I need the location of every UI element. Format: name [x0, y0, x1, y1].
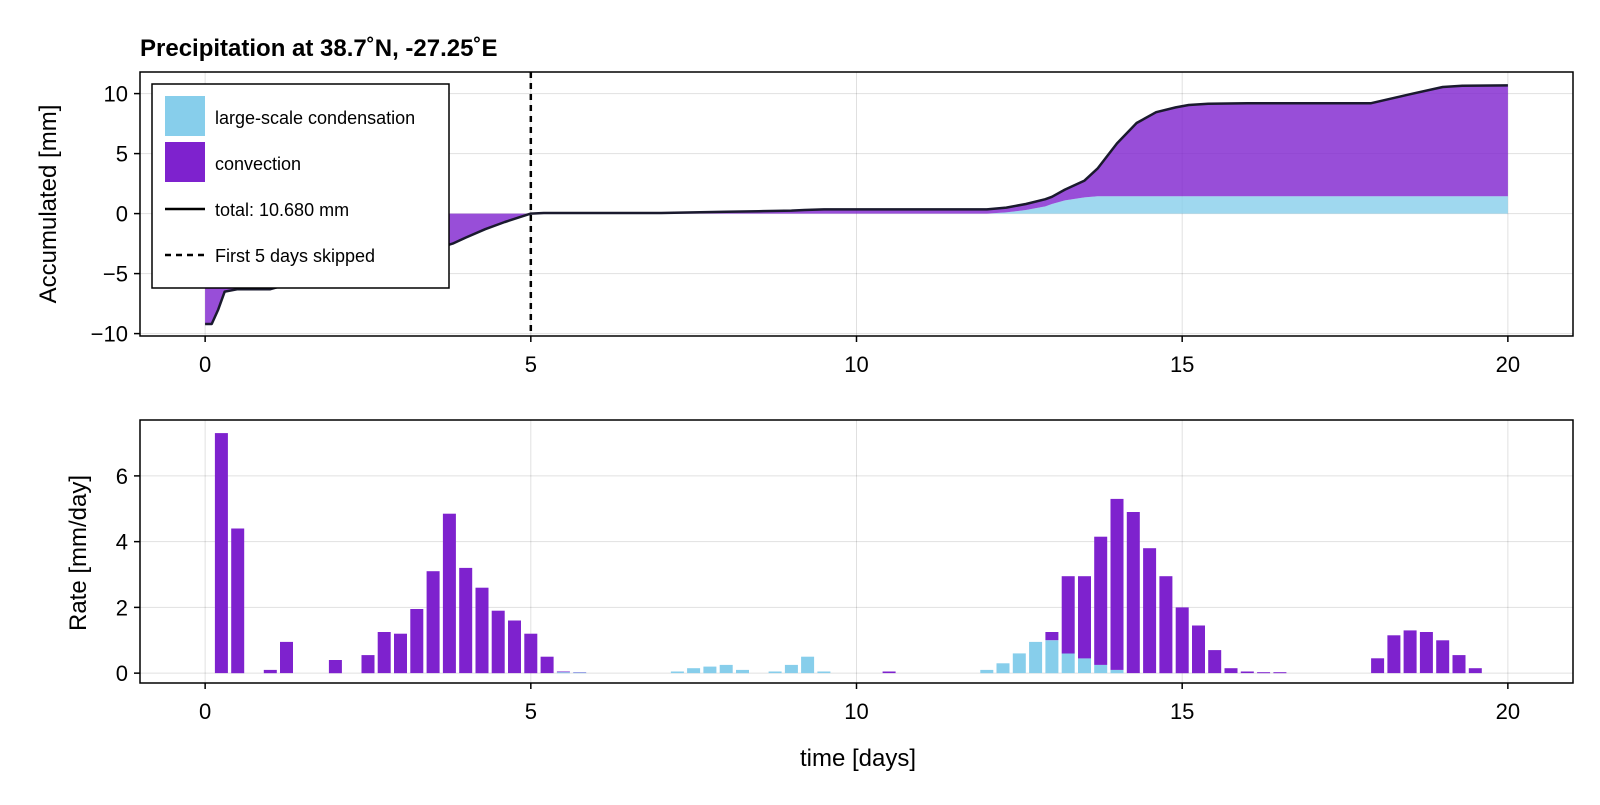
top-y-tick-label: −5	[103, 262, 128, 287]
bottom-y-axis-label: Rate [mm/day]	[65, 475, 92, 631]
bar-large-scale	[1029, 642, 1042, 673]
bar-convection	[1469, 668, 1482, 673]
bar-convection	[1225, 668, 1238, 673]
bar-convection	[1257, 672, 1270, 673]
bar-convection	[443, 514, 456, 673]
bottom-x-tick-label: 15	[1170, 699, 1194, 724]
top-x-tick-label: 20	[1496, 352, 1520, 377]
bar-large-scale	[1111, 670, 1124, 673]
top-x-tick-label: 10	[844, 352, 868, 377]
bar-convection	[883, 672, 896, 674]
bar-convection	[1078, 576, 1091, 658]
bar-large-scale	[980, 670, 993, 673]
top-x-tick-label: 5	[525, 352, 537, 377]
bottom-x-tick-label: 5	[525, 699, 537, 724]
bar-convection	[557, 672, 570, 673]
bar-convection	[1241, 672, 1254, 674]
bottom-x-tick-label: 0	[199, 699, 211, 724]
bar-large-scale	[785, 665, 798, 673]
legend-label-large-scale: large-scale condensation	[215, 108, 415, 128]
bar-convection	[280, 642, 293, 673]
bottom-y-tick-label: 4	[116, 530, 128, 555]
bar-convection	[541, 657, 554, 673]
bar-convection	[1127, 512, 1140, 673]
bar-convection	[1436, 640, 1449, 673]
bar-convection	[476, 588, 489, 674]
legend-swatch-large-scale	[165, 96, 205, 136]
top-y-axis-label: Accumulated [mm]	[35, 105, 62, 304]
bar-large-scale	[736, 670, 749, 673]
bar-large-scale	[1094, 665, 1107, 673]
bar-convection	[1159, 576, 1172, 673]
bar-large-scale	[997, 663, 1010, 673]
legend-label-total: total: 10.680 mm	[215, 200, 349, 220]
bar-convection	[427, 571, 440, 673]
bottom-rate-plot: 0 5 10 15 20 0 2 4 6	[116, 420, 1573, 724]
bar-convection	[492, 611, 505, 674]
top-y-tick-label: 5	[116, 142, 128, 167]
bottom-x-tick-label: 10	[844, 699, 868, 724]
bar-large-scale	[687, 668, 700, 673]
bar-convection	[1192, 626, 1205, 674]
bottom-y-tick-label: 6	[116, 464, 128, 489]
bar-convection	[1371, 658, 1384, 673]
bottom-y-tick-label: 0	[116, 661, 128, 686]
top-y-tick-label: −10	[91, 322, 128, 347]
bar-convection	[1208, 650, 1221, 673]
bottom-x-tick-label: 20	[1496, 699, 1520, 724]
bar-convection	[215, 433, 228, 673]
legend: large-scale condensation convection tota…	[152, 84, 449, 288]
legend-label-skipped: First 5 days skipped	[215, 246, 375, 266]
bar-large-scale	[720, 665, 733, 673]
top-x-tick-label: 0	[199, 352, 211, 377]
bar-convection	[329, 660, 342, 673]
bar-convection	[394, 634, 407, 674]
bar-large-scale	[769, 672, 782, 674]
bar-convection	[410, 609, 423, 673]
top-chart-title: Precipitation at 38.7˚N, -27.25˚E	[140, 35, 497, 62]
legend-swatch-convection	[165, 142, 205, 182]
top-y-tick-label: 10	[104, 82, 128, 107]
bar-large-scale	[1062, 653, 1075, 673]
bar-convection	[231, 529, 244, 674]
bar-large-scale	[801, 657, 814, 673]
bar-convection	[459, 568, 472, 673]
bar-convection	[508, 621, 521, 674]
bar-convection	[1094, 537, 1107, 665]
bar-convection	[1273, 672, 1286, 673]
bar-convection	[378, 632, 391, 673]
legend-label-convection: convection	[215, 154, 301, 174]
x-axis-label: time [days]	[800, 745, 916, 772]
bar-convection	[362, 655, 375, 673]
bar-convection	[1062, 576, 1075, 653]
bar-convection	[524, 634, 537, 674]
bar-convection	[1404, 630, 1417, 673]
bar-large-scale	[1045, 640, 1058, 673]
bar-large-scale	[1078, 658, 1091, 673]
bar-convection	[1045, 632, 1058, 640]
bar-convection	[1387, 635, 1400, 673]
bar-large-scale	[817, 672, 830, 674]
top-y-tick-label: 0	[116, 202, 128, 227]
bar-large-scale	[573, 673, 586, 674]
bar-convection	[1143, 548, 1156, 673]
bar-convection	[264, 670, 277, 673]
bar-large-scale	[671, 672, 684, 674]
bar-convection	[1176, 607, 1189, 673]
bar-large-scale	[557, 672, 570, 673]
bar-convection	[1111, 499, 1124, 670]
bar-convection	[1420, 632, 1433, 673]
bottom-y-tick-label: 2	[116, 595, 128, 620]
bar-large-scale	[1013, 653, 1026, 673]
top-x-tick-label: 15	[1170, 352, 1194, 377]
bar-large-scale	[703, 667, 716, 674]
bar-convection	[1453, 655, 1466, 673]
